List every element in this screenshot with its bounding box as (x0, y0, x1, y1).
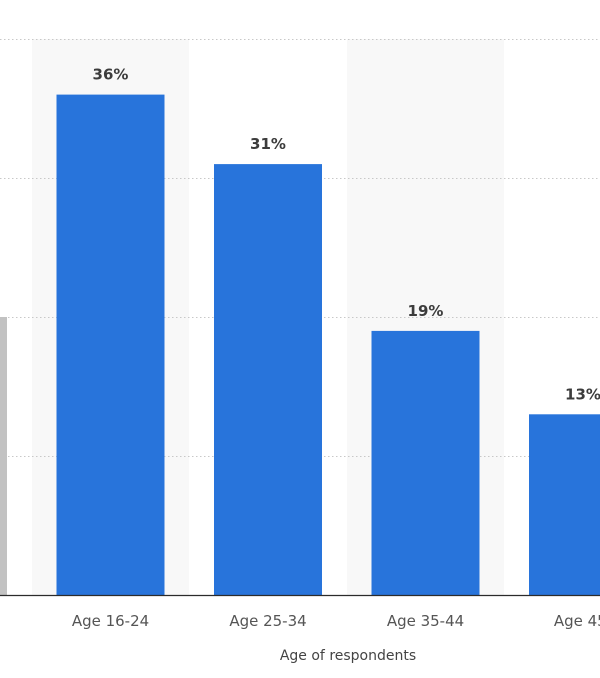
value-label: 36% (93, 66, 129, 84)
bar (371, 330, 480, 595)
value-labels: 36% 31% 19% 13% (93, 66, 600, 404)
bar (529, 414, 600, 595)
x-axis-title: Age of respondents (280, 648, 416, 664)
bar (214, 164, 322, 595)
bar (56, 94, 165, 595)
bars (0, 94, 600, 595)
x-tick-label: Age 16-24 (72, 612, 149, 630)
value-label: 13% (565, 385, 600, 403)
x-tick-label: Age 45- (554, 612, 600, 630)
bar (0, 317, 7, 595)
value-label: 19% (408, 302, 444, 320)
value-label: 31% (250, 135, 286, 153)
x-tick-label: Age 25-34 (229, 612, 306, 630)
x-tick-label: Age 35-44 (387, 612, 464, 630)
x-tick-labels: Age 16-24 Age 25-34 Age 35-44 Age 45- (72, 612, 600, 630)
